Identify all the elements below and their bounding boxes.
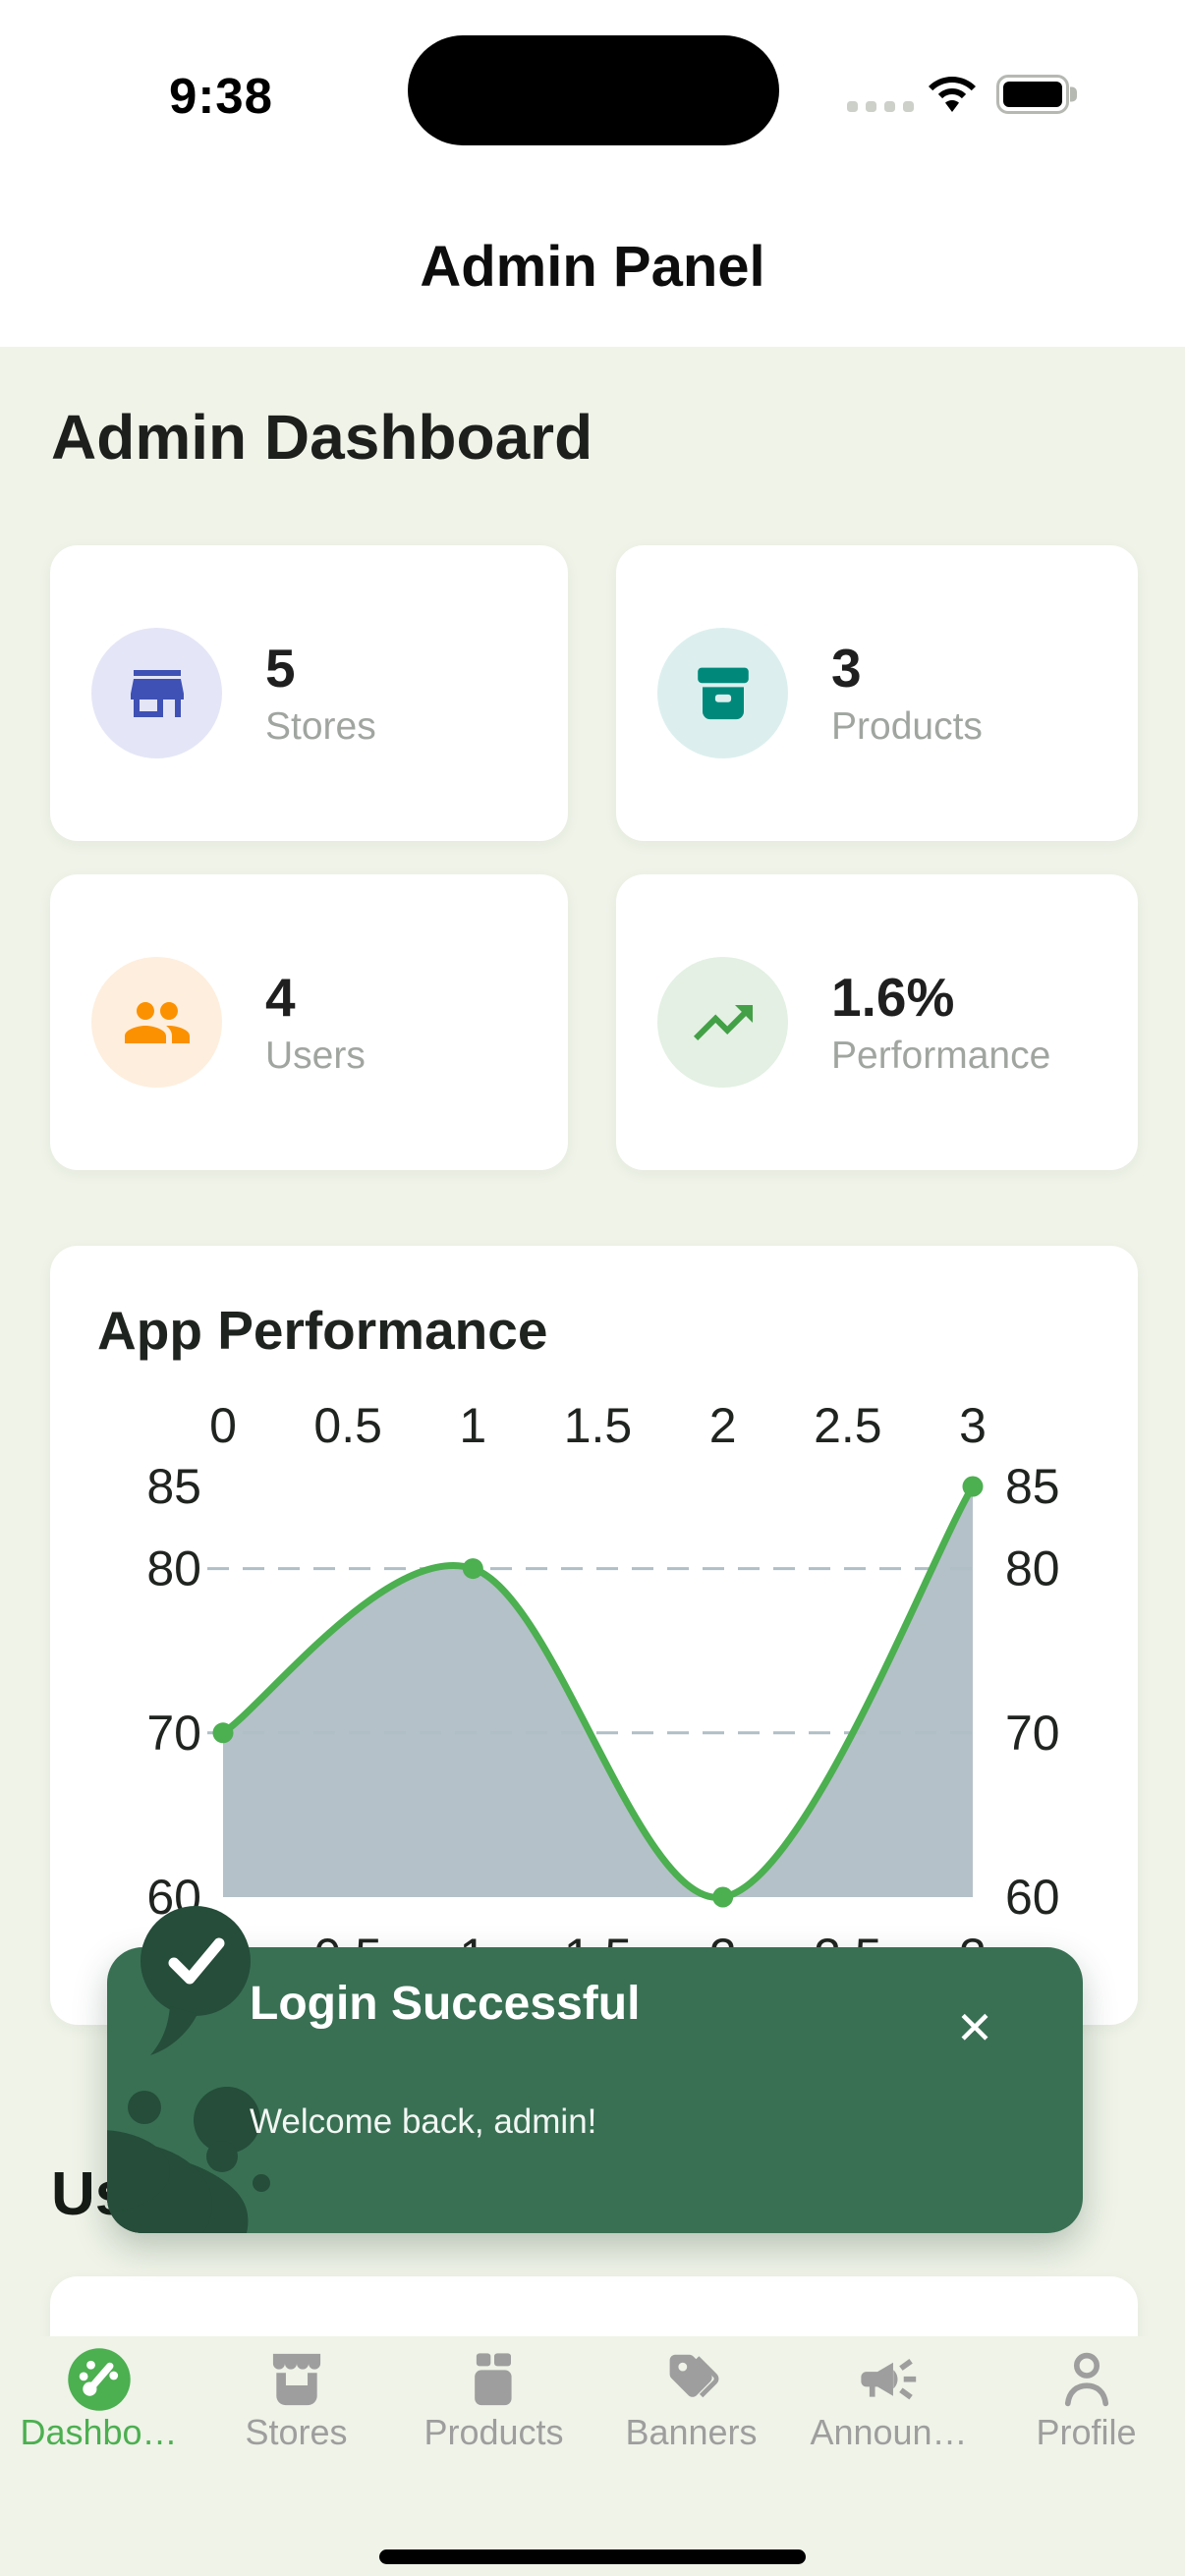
tags-icon — [669, 2354, 718, 2398]
stat-value: 1.6% — [831, 966, 955, 1028]
tab-label: Announ… — [810, 2415, 968, 2450]
svg-text:85: 85 — [1005, 1459, 1060, 1514]
box-icon — [474, 2353, 512, 2406]
tab-label: Stores — [245, 2415, 348, 2450]
stat-label: Performance — [831, 1034, 1051, 1077]
tab-banners[interactable]: Banners — [592, 2336, 790, 2576]
battery-icon — [996, 75, 1077, 114]
toast-login-successful: Login Successful Welcome back, admin! ✕ — [107, 1906, 1083, 2233]
svg-text:1: 1 — [459, 1398, 486, 1453]
stat-card-products: 3 Products — [616, 545, 1138, 841]
chart-title: App Performance — [97, 1300, 548, 1361]
stat-label: Users — [265, 1034, 366, 1077]
tab-profile[interactable]: Profile — [988, 2336, 1185, 2576]
stat-card-performance: 1.6% Performance — [616, 874, 1138, 1170]
megaphone-icon — [860, 2359, 916, 2400]
person-icon — [1064, 2352, 1108, 2407]
success-check-icon — [141, 1906, 251, 2055]
people-icon — [91, 957, 222, 1088]
dynamic-island — [408, 35, 779, 145]
storefront-icon — [272, 2353, 320, 2406]
cellular-signal-dots-icon — [847, 101, 914, 112]
svg-text:60: 60 — [1005, 1870, 1060, 1925]
tab-label: Dashbo… — [20, 2415, 178, 2450]
tab-dashboard[interactable]: Dashbo… — [0, 2336, 198, 2576]
tab-label: Profile — [1036, 2415, 1137, 2450]
storefront-icon — [91, 628, 222, 758]
svg-text:80: 80 — [146, 1541, 201, 1596]
svg-text:80: 80 — [1005, 1541, 1060, 1596]
svg-text:0: 0 — [209, 1398, 237, 1453]
status-time: 9:38 — [168, 68, 274, 124]
close-icon[interactable]: ✕ — [937, 1990, 1012, 2065]
tab-stores[interactable]: Stores — [198, 2336, 395, 2576]
stat-value: 4 — [265, 966, 296, 1028]
stat-card-stores: 5 Stores — [50, 545, 568, 841]
tab-label: Banners — [625, 2415, 758, 2450]
stat-label: Stores — [265, 704, 376, 748]
stat-value: 5 — [265, 637, 296, 699]
toast-title: Login Successful — [250, 1978, 641, 2030]
home-indicator[interactable] — [379, 2549, 806, 2564]
svg-text:3: 3 — [959, 1398, 987, 1453]
tab-label: Products — [423, 2415, 564, 2450]
trending-up-icon — [657, 957, 788, 1088]
toast-message: Welcome back, admin! — [250, 2102, 597, 2141]
svg-text:85: 85 — [146, 1459, 201, 1514]
stat-label: Products — [831, 704, 983, 748]
wifi-icon — [929, 77, 976, 112]
archive-box-icon — [657, 628, 788, 758]
svg-text:2: 2 — [709, 1398, 737, 1453]
tab-products[interactable]: Products — [395, 2336, 592, 2576]
svg-text:1.5: 1.5 — [564, 1398, 633, 1453]
svg-text:2.5: 2.5 — [814, 1398, 882, 1453]
nav-title: Admin Panel — [420, 235, 765, 299]
stat-card-users: 4 Users — [50, 874, 568, 1170]
svg-text:70: 70 — [1005, 1706, 1060, 1761]
app-header: 9:38 Admin Panel — [0, 0, 1185, 347]
tab-announcements[interactable]: Announ… — [790, 2336, 988, 2576]
bottom-tab-bar: Dashbo… Stores Products Banners — [0, 2336, 1185, 2576]
svg-text:0.5: 0.5 — [313, 1398, 382, 1453]
page-title: Admin Dashboard — [51, 402, 593, 473]
toast-decorations — [107, 1947, 1083, 2233]
speedometer-icon — [67, 2348, 131, 2411]
svg-text:70: 70 — [146, 1706, 201, 1761]
stat-value: 3 — [831, 637, 862, 699]
